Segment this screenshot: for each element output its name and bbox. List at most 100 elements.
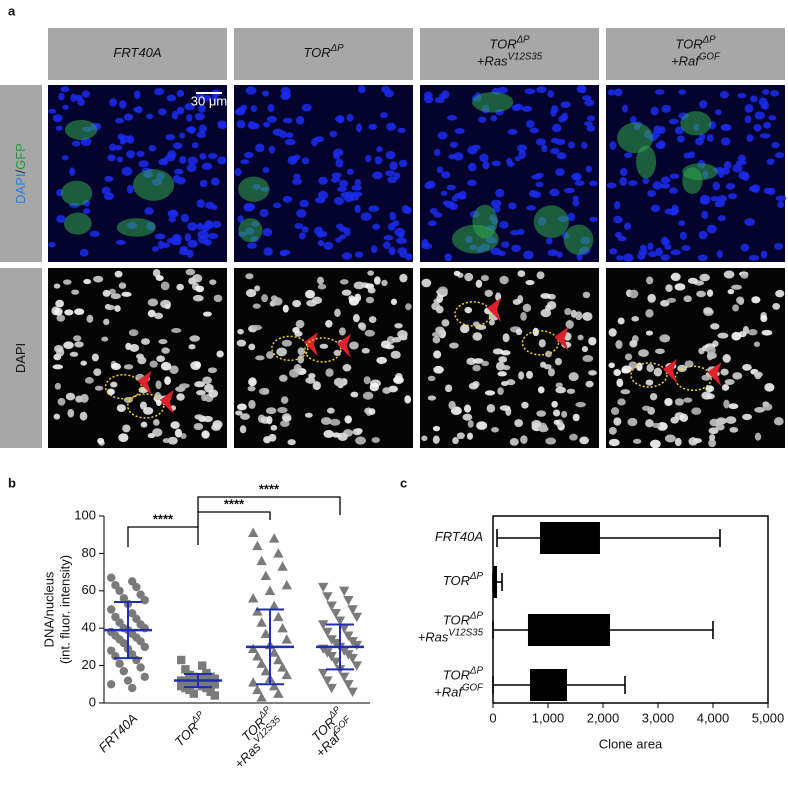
nucleus xyxy=(266,415,273,425)
nucleus xyxy=(742,326,749,335)
nucleus xyxy=(660,176,671,184)
nucleus xyxy=(508,202,517,210)
nucleus xyxy=(192,294,204,302)
nucleus xyxy=(158,158,167,166)
nucleus xyxy=(250,104,257,113)
label-text: TOR xyxy=(443,668,470,683)
nucleus xyxy=(609,141,617,150)
gfp-cell xyxy=(63,212,92,235)
nucleus xyxy=(167,436,178,445)
nucleus xyxy=(397,330,408,339)
nucleus xyxy=(287,439,296,446)
nucleus xyxy=(481,360,490,367)
nucleus xyxy=(749,95,758,103)
nucleus xyxy=(361,347,370,354)
nucleus xyxy=(499,275,509,285)
nucleus xyxy=(452,436,459,445)
data-point xyxy=(185,678,194,687)
nucleus xyxy=(666,297,677,303)
nucleus xyxy=(632,438,642,444)
data-point xyxy=(128,683,137,693)
label-sup: ΔP xyxy=(702,35,717,46)
nucleus xyxy=(292,178,303,185)
nucleus xyxy=(549,188,560,197)
nucleus xyxy=(72,140,81,147)
gfp-cell xyxy=(238,218,263,243)
label-group: TORΔP+RafGOF xyxy=(671,35,721,69)
nucleus xyxy=(652,181,663,190)
nucleus xyxy=(97,437,105,444)
nucleus xyxy=(317,283,327,290)
nucleus xyxy=(341,252,353,260)
nucleus xyxy=(248,399,256,409)
nucleus xyxy=(148,144,157,152)
nucleus xyxy=(385,170,396,177)
nucleus xyxy=(123,113,134,121)
nucleus xyxy=(114,305,121,312)
nucleus xyxy=(326,407,335,414)
header-box xyxy=(606,28,785,80)
nucleus xyxy=(140,421,148,428)
panel-letter: a xyxy=(8,3,16,18)
nucleus xyxy=(201,224,210,232)
nucleus xyxy=(176,393,185,401)
nucleus xyxy=(620,389,631,395)
nucleus xyxy=(295,115,305,125)
nucleus xyxy=(500,380,509,387)
nucleus xyxy=(367,287,376,294)
nucleus xyxy=(399,273,408,283)
nucleus xyxy=(645,379,654,386)
nucleus xyxy=(393,376,404,384)
x-tick-label: 5,000 xyxy=(752,710,785,725)
label-text: TOR xyxy=(443,613,470,628)
nucleus xyxy=(550,147,560,155)
nucleus xyxy=(709,434,716,441)
nucleus xyxy=(584,99,595,107)
panel-letter: c xyxy=(400,475,407,490)
nucleus xyxy=(449,342,459,349)
label-text: TOR xyxy=(489,37,516,52)
nucleus xyxy=(753,341,761,348)
nucleus xyxy=(608,438,620,447)
data-point xyxy=(140,595,149,605)
nucleus xyxy=(298,232,306,240)
nucleus xyxy=(202,376,212,385)
nucleus xyxy=(771,141,780,149)
row-label-part: DAPI xyxy=(13,174,28,204)
y-tick-label: 80 xyxy=(82,545,96,560)
nucleus xyxy=(688,437,698,446)
nucleus xyxy=(649,392,658,401)
nucleus xyxy=(723,161,732,170)
nucleus xyxy=(357,85,366,94)
data-point xyxy=(185,685,194,695)
nucleus xyxy=(698,230,708,240)
row-label-box xyxy=(0,85,42,262)
nucleus xyxy=(762,89,770,95)
nucleus xyxy=(754,432,762,441)
nucleus xyxy=(582,355,594,362)
nucleus xyxy=(136,150,145,157)
nucleus xyxy=(325,319,333,328)
nucleus xyxy=(437,131,448,140)
nucleus xyxy=(382,387,391,394)
nucleus xyxy=(151,246,159,252)
nucleus xyxy=(581,346,588,353)
nucleus xyxy=(280,251,288,257)
nucleus xyxy=(330,177,341,183)
nucleus xyxy=(56,215,66,223)
nucleus xyxy=(574,311,583,321)
nucleus xyxy=(67,408,75,418)
nucleus xyxy=(608,328,617,337)
nucleus xyxy=(352,428,362,436)
data-point xyxy=(326,652,337,662)
nucleus xyxy=(484,390,496,396)
nucleus xyxy=(364,329,376,337)
nucleus xyxy=(304,412,313,418)
nucleus xyxy=(272,202,282,209)
nucleus xyxy=(65,392,76,401)
nucleus xyxy=(670,416,679,424)
nucleus xyxy=(196,222,204,231)
nucleus xyxy=(245,289,257,298)
nucleus xyxy=(518,371,525,380)
nucleus xyxy=(701,210,709,220)
